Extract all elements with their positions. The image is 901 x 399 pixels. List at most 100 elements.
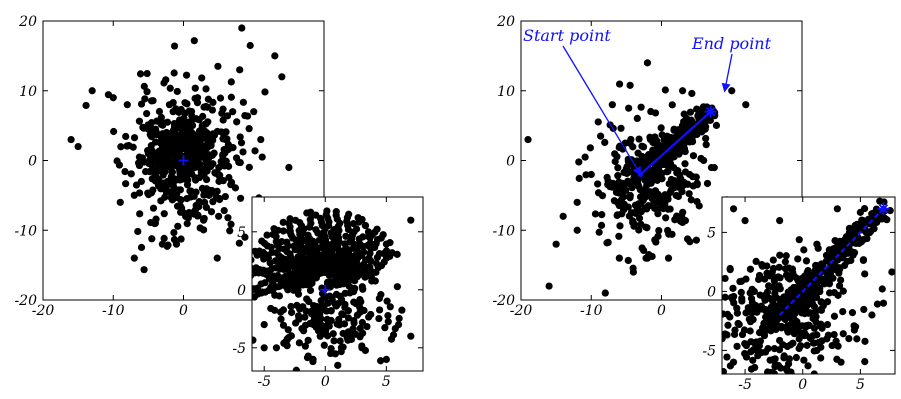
data-point	[167, 173, 175, 181]
data-point	[597, 221, 606, 229]
data-point	[628, 184, 636, 192]
data-point	[253, 251, 261, 259]
data-point	[229, 108, 237, 116]
data-point	[245, 163, 253, 171]
data-point	[733, 309, 742, 317]
data-point	[160, 234, 168, 242]
data-point	[775, 263, 783, 271]
y-tick-label: 0	[506, 154, 515, 170]
left-inset-points	[252, 207, 415, 371]
data-point	[170, 42, 179, 50]
data-point	[777, 322, 786, 331]
data-point	[822, 251, 831, 259]
data-point	[687, 196, 695, 204]
data-point	[384, 311, 392, 320]
data-point	[775, 346, 784, 354]
data-point	[291, 216, 300, 224]
data-point	[197, 164, 205, 173]
data-point	[766, 294, 774, 303]
data-point	[272, 344, 281, 352]
data-point	[817, 306, 826, 314]
trajectory-line	[639, 110, 712, 176]
data-point	[237, 194, 245, 202]
data-point	[386, 303, 394, 311]
data-point	[638, 244, 646, 252]
data-point	[749, 356, 757, 364]
data-point	[654, 210, 662, 218]
data-point	[617, 124, 625, 132]
data-point	[386, 239, 394, 247]
data-point	[377, 357, 385, 365]
data-point	[298, 325, 306, 333]
data-point	[395, 314, 403, 323]
x-tick-label: 0	[321, 374, 330, 390]
data-point	[841, 236, 849, 244]
data-point	[166, 162, 175, 170]
data-point	[715, 308, 722, 315]
data-point	[681, 216, 690, 225]
x-tick-label: -20	[510, 303, 533, 319]
data-point	[161, 193, 169, 201]
data-point	[211, 169, 219, 177]
data-point	[705, 318, 712, 325]
data-point	[637, 103, 645, 111]
data-point	[655, 226, 663, 235]
data-point	[635, 135, 643, 143]
data-point	[335, 315, 343, 324]
data-point	[200, 187, 208, 195]
data-point	[279, 227, 287, 235]
data-point	[800, 274, 808, 282]
data-point	[837, 276, 845, 284]
data-point	[648, 195, 656, 203]
data-point	[121, 167, 129, 176]
data-point	[344, 307, 352, 315]
data-point	[692, 173, 700, 181]
data-point	[657, 124, 665, 132]
data-point	[815, 266, 823, 274]
data-point	[129, 143, 137, 151]
data-point	[202, 150, 210, 158]
data-point	[222, 135, 230, 144]
data-point	[122, 180, 130, 188]
data-point	[761, 275, 769, 283]
data-point	[351, 284, 359, 293]
data-point	[896, 322, 901, 329]
data-point	[184, 176, 192, 184]
data-point	[782, 252, 790, 260]
data-point	[245, 125, 253, 133]
data-point	[117, 143, 125, 151]
data-point	[686, 108, 695, 116]
data-point	[269, 230, 277, 239]
data-point	[680, 139, 688, 147]
data-point	[323, 332, 332, 340]
data-point	[186, 148, 194, 156]
data-point	[187, 107, 196, 116]
trajectory-line	[778, 208, 885, 316]
data-point	[782, 271, 791, 279]
data-point	[179, 143, 188, 151]
data-point	[195, 173, 204, 182]
data-point	[729, 358, 738, 366]
data-point	[235, 158, 243, 166]
data-point	[135, 117, 144, 125]
data-point	[835, 246, 843, 254]
data-point	[701, 125, 709, 133]
data-point	[160, 132, 168, 140]
data-point	[733, 342, 741, 350]
y-tick-label: 5	[707, 225, 716, 241]
data-point	[258, 237, 266, 245]
data-point	[676, 298, 683, 305]
data-point	[252, 336, 257, 344]
data-point	[278, 73, 286, 81]
data-point	[722, 310, 727, 318]
data-point	[375, 294, 383, 303]
data-point	[613, 153, 621, 161]
data-point	[811, 378, 818, 385]
data-point	[629, 143, 637, 151]
data-point	[626, 191, 634, 200]
data-point	[176, 169, 184, 177]
data-point	[788, 291, 796, 300]
data-point	[207, 208, 216, 216]
data-point	[144, 190, 153, 199]
data-point	[687, 116, 695, 124]
